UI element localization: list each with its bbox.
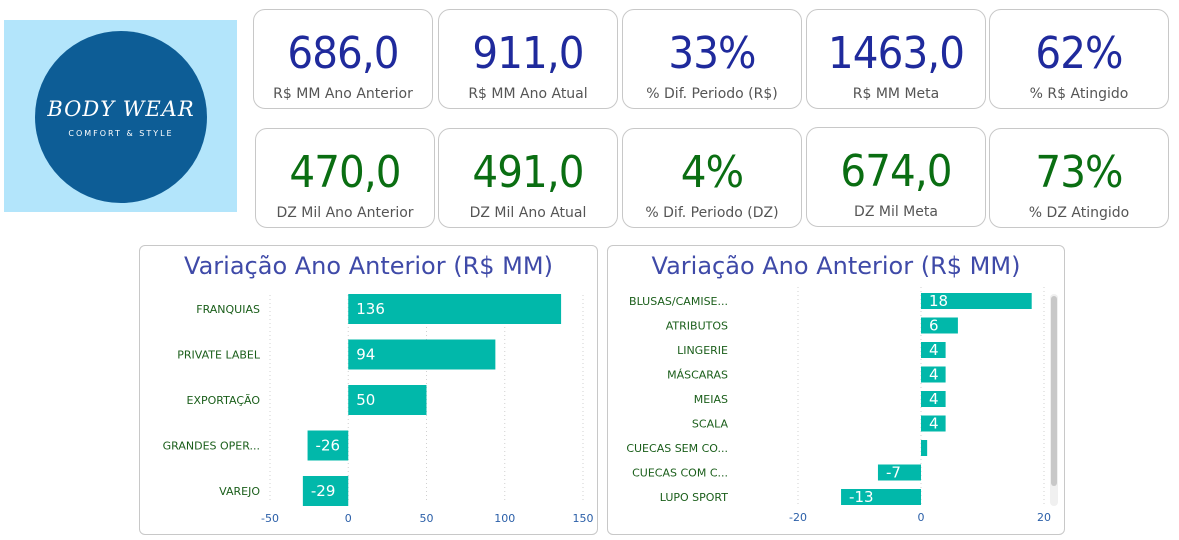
bar: [307, 430, 349, 461]
kpi-label: % Dif. Periodo (R$): [646, 86, 778, 102]
category-label: GRANDES OPER...: [163, 440, 260, 453]
data-label: 4: [929, 415, 939, 433]
kpi-label: DZ Mil Meta: [854, 204, 938, 220]
data-label: -26: [316, 437, 341, 455]
data-label: -7: [886, 464, 901, 482]
kpi-card-rs-mm-meta: 1463,0 R$ MM Meta: [806, 9, 986, 109]
bar: [921, 366, 946, 383]
x-tick-label: 50: [420, 512, 434, 525]
kpi-label: % R$ Atingido: [1029, 86, 1129, 102]
bar: [302, 476, 349, 506]
bar-chart-channels: -50 0 50 100 150 FRANQUIAS 136 PRIVATE LABEL 94 E…: [163, 294, 594, 525]
kpi-value: 73%: [1035, 147, 1123, 198]
kpi-label: % DZ Atingido: [1028, 205, 1130, 221]
chart-scrollbar-thumb[interactable]: [1051, 296, 1057, 486]
kpi-card-rs-mm-ano-atual: 911,0 R$ MM Ano Atual: [438, 9, 618, 109]
x-tick-label: 20: [1037, 511, 1051, 524]
data-label: 50: [356, 391, 375, 409]
kpi-value: 491,0: [472, 147, 584, 198]
kpi-card-dz-mil-meta: 674,0 DZ Mil Meta: [806, 127, 986, 227]
data-label: 4: [929, 390, 939, 408]
bar: [921, 293, 1032, 309]
bar: [921, 342, 946, 358]
data-label: 6: [929, 317, 939, 335]
category-label: EXPORTAÇÃO: [187, 394, 261, 407]
x-tick-label: 100: [494, 512, 515, 525]
kpi-label: R$ MM Ano Atual: [468, 86, 588, 102]
kpi-label: R$ MM Meta: [852, 86, 940, 102]
data-label: 94: [356, 346, 375, 364]
bar: [921, 415, 946, 432]
bar: [877, 464, 921, 481]
category-label: CUECAS COM C...: [632, 467, 728, 480]
logo-brand-text: BODY WEAR: [46, 97, 194, 121]
kpi-label: DZ Mil Ano Atual: [469, 205, 587, 221]
kpi-value: 470,0: [289, 147, 401, 198]
kpi-card-dz-mil-ano-atual: 491,0 DZ Mil Ano Atual: [438, 128, 618, 228]
category-label: LUPO SPORT: [660, 491, 729, 504]
category-label: MEIAS: [694, 393, 728, 406]
data-label: 136: [356, 300, 385, 318]
x-tick-label: 0: [918, 511, 925, 524]
data-label: -29: [311, 482, 336, 500]
brand-logo: BODY WEAR COMFORT & STYLE: [4, 20, 237, 212]
category-label: VAREJO: [219, 485, 260, 498]
category-label: BLUSAS/CAMISE...: [629, 295, 728, 308]
category-label: SCALA: [692, 418, 729, 431]
category-label: CUECAS SEM CO...: [626, 442, 728, 455]
x-tick-label: -20: [789, 511, 807, 524]
x-tick-label: -50: [261, 512, 279, 525]
kpi-card-dz-mil-ano-anterior: 470,0 DZ Mil Ano Anterior: [255, 128, 435, 228]
kpi-label: DZ Mil Ano Anterior: [276, 205, 414, 221]
logo-tagline-text: COMFORT & STYLE: [68, 129, 173, 138]
kpi-value: 4%: [680, 147, 744, 198]
x-tick-label: 0: [345, 512, 352, 525]
bar: [921, 391, 946, 407]
data-label: 4: [929, 341, 939, 359]
category-label: PRIVATE LABEL: [177, 349, 261, 362]
data-label: 18: [929, 292, 948, 310]
bar: [921, 317, 958, 334]
bar: [348, 294, 562, 324]
bar: [841, 489, 921, 505]
kpi-value: 33%: [668, 28, 756, 79]
category-label: MÁSCARAS: [667, 369, 728, 382]
logo-circle-graphic: BODY WEAR COMFORT & STYLE: [35, 31, 207, 203]
kpi-value: 911,0: [472, 28, 584, 79]
chart-title: Variação Ano Anterior (R$ MM): [184, 252, 553, 280]
bar: [921, 440, 928, 456]
chart-title: Variação Ano Anterior (R$ MM): [651, 252, 1021, 280]
kpi-card-dz-atingido: 73% % DZ Atingido: [989, 128, 1169, 228]
kpi-label: R$ MM Ano Anterior: [273, 86, 413, 102]
category-label: LINGERIE: [677, 344, 728, 357]
bar: [348, 385, 427, 415]
kpi-card-rs-mm-ano-anterior: 686,0 R$ MM Ano Anterior: [253, 9, 433, 109]
chart-panel-channels: Variação Ano Anterior (R$ MM) -50 0 50 100 1…: [139, 245, 598, 535]
kpi-card-dif-periodo-rs: 33% % Dif. Periodo (R$): [622, 9, 802, 109]
data-label: -13: [849, 488, 874, 506]
kpi-value: 62%: [1035, 28, 1123, 79]
kpi-label: % Dif. Periodo (DZ): [645, 205, 779, 221]
x-tick-label: 150: [573, 512, 594, 525]
bar-chart-products: -20 0 20 BLUSAS/CAMISE... 18 ATRIBUTOS 6 LINGER…: [626, 287, 1051, 524]
bar: [348, 339, 496, 370]
kpi-value: 1463,0: [827, 28, 965, 79]
chart-panel-products: Variação Ano Anterior (R$ MM) -20 0 20 BLUS…: [607, 245, 1065, 535]
category-label: FRANQUIAS: [196, 303, 260, 316]
kpi-card-dif-periodo-dz: 4% % Dif. Periodo (DZ): [622, 128, 802, 228]
kpi-card-rs-atingido: 62% % R$ Atingido: [989, 9, 1169, 109]
kpi-value: 674,0: [840, 146, 952, 197]
category-label: ATRIBUTOS: [666, 320, 728, 333]
kpi-value: 686,0: [287, 28, 399, 79]
data-label: 4: [929, 366, 939, 384]
